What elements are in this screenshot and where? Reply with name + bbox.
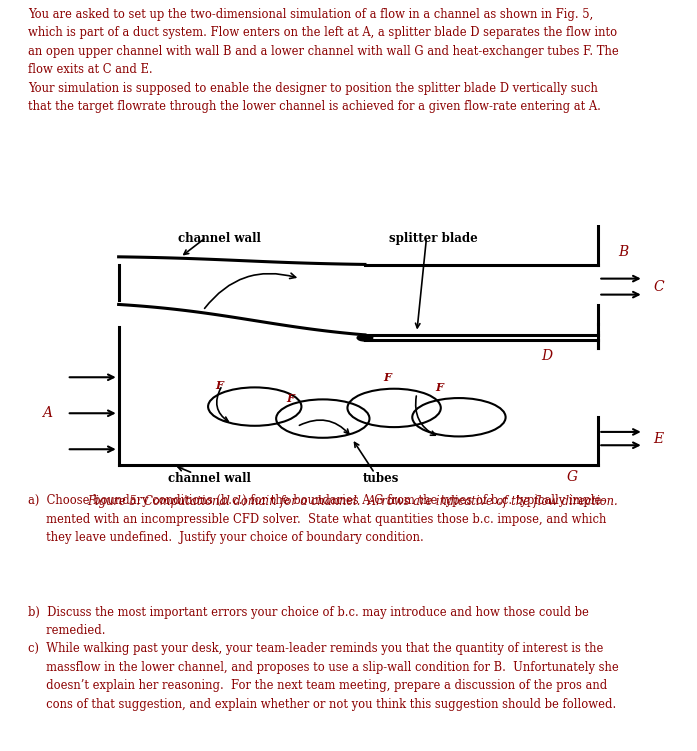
Text: c)  While walking past your desk, your team-leader reminds you that the quantity: c) While walking past your desk, your te… — [28, 642, 619, 710]
Circle shape — [357, 335, 373, 341]
Text: b)  Discuss the most important errors your choice of b.c. may introduce and how : b) Discuss the most important errors you… — [28, 606, 589, 638]
Text: F: F — [436, 382, 443, 394]
Text: splitter blade: splitter blade — [389, 232, 477, 245]
Text: D: D — [541, 349, 552, 363]
Text: Figure 5: Computational domain for a channel.  Arrows are indicative of the flow: Figure 5: Computational domain for a cha… — [86, 495, 618, 508]
Text: C: C — [653, 279, 664, 294]
Text: G: G — [567, 470, 578, 484]
Text: A: A — [43, 406, 52, 421]
Text: F: F — [384, 372, 392, 383]
Text: F: F — [215, 380, 223, 391]
Text: tubes: tubes — [363, 472, 399, 485]
Text: E: E — [653, 432, 664, 445]
Text: You are asked to set up the two-dimensional simulation of a flow in a channel as: You are asked to set up the two-dimensio… — [28, 8, 619, 113]
Text: F: F — [286, 393, 294, 404]
Text: channel wall: channel wall — [168, 472, 251, 485]
Text: channel wall: channel wall — [178, 232, 261, 245]
Text: a)  Choose boundary conditions (b.c.) for the boundaries A-G from the types of b: a) Choose boundary conditions (b.c.) for… — [28, 494, 606, 544]
Text: B: B — [618, 245, 628, 259]
